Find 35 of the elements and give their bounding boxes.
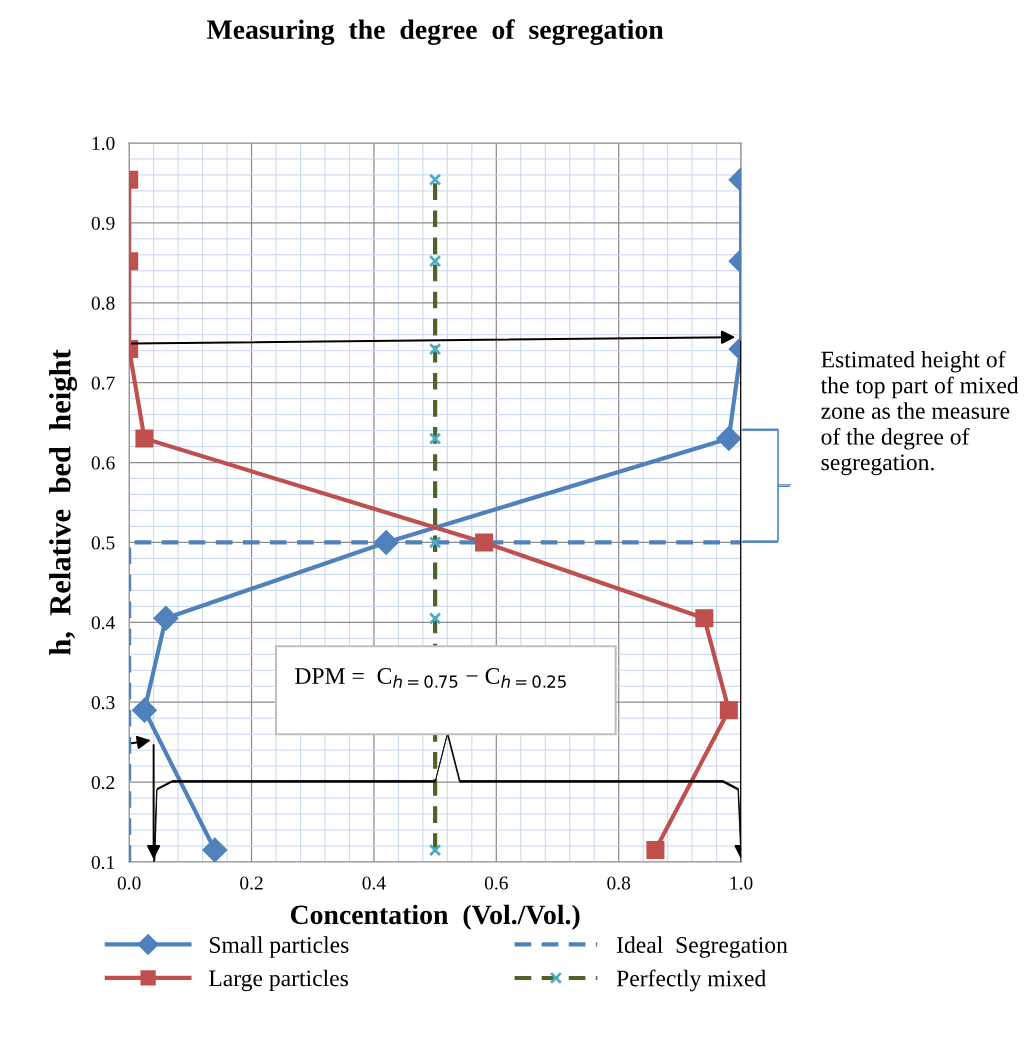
y-tick-label: 1.0 (92, 136, 115, 150)
legend-label: Perfectly mixed (616, 969, 766, 992)
legend-label: Small particles (209, 936, 349, 958)
x-tick-label: 0.0 (117, 876, 141, 890)
legend-label: Large particles (209, 969, 348, 992)
chart-title: Measuring the degree of segregation (206, 19, 664, 45)
point (719, 701, 738, 720)
y-tick-label: 0.6 (91, 456, 115, 470)
point (202, 837, 228, 863)
y-tick-label: 0.7 (91, 376, 115, 390)
point (153, 606, 179, 631)
point (695, 609, 714, 628)
y-tick-label: 0.9 (91, 216, 115, 230)
point (132, 698, 157, 723)
point (646, 841, 665, 860)
y-tick-label: 0.8 (91, 296, 115, 310)
x-tick-label: 1.0 (730, 876, 753, 890)
annotation: DPM = C$_{h=0.75}$ − C$_{h=0.25}$ (295, 668, 566, 688)
point (373, 530, 399, 555)
point (475, 533, 494, 552)
y-tick-label: 0.1 (91, 855, 115, 870)
x-tick-label: 0.4 (362, 876, 386, 890)
y-axis-title: h, Relative bed height (49, 349, 78, 655)
y-tick-label: 0.4 (91, 616, 115, 630)
y-tick-label: 0.2 (91, 775, 115, 790)
x-tick-label: 0.8 (607, 876, 631, 890)
y-tick-label: 0.5 (91, 536, 115, 550)
point (716, 426, 742, 451)
text: Estimated height of the top part of mixed zone as the measure of the degree of segregation. (820, 350, 1019, 476)
x-tick-label: 0.2 (240, 876, 263, 890)
point (135, 429, 154, 448)
y-tick-label: 0.3 (91, 696, 115, 710)
x-axis-title: Concentation (Vol./Vol.) (290, 904, 580, 930)
legend-label: Ideal Segregation (616, 936, 788, 958)
x-tick-label: 0.6 (484, 876, 508, 890)
